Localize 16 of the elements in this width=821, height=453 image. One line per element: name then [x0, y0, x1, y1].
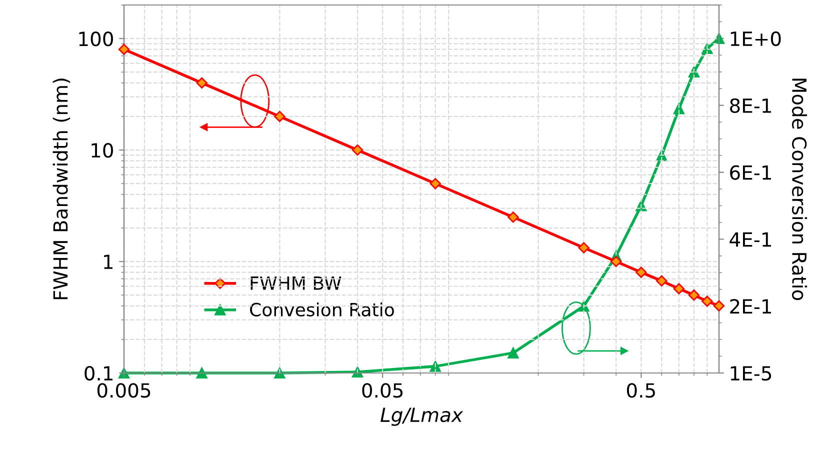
y2-tick-label: 6E-1 — [730, 165, 771, 180]
y2-tick-label: 8E-1 — [730, 98, 771, 114]
y-tick-label: 100 — [79, 32, 113, 46]
y2-axis-title: Mode Conversion Ratio — [792, 78, 808, 300]
y2-tick-label: 1E+0 — [730, 31, 781, 46]
y-tick-label: 1 — [104, 254, 112, 269]
x-tick-label: 0.05 — [362, 383, 403, 398]
y-tick-label: 10 — [92, 142, 113, 158]
x-tick-label: 0.005 — [97, 383, 150, 398]
y-tick-label: 0.1 — [84, 366, 112, 381]
y-axis-title: FWHM Bandwidth (nm) — [52, 78, 70, 300]
y2-tick-label: 1E-5 — [730, 366, 772, 381]
x-axis-title: Lg/Lmax — [380, 408, 464, 426]
y2-tick-label: 4E-1 — [730, 232, 771, 247]
y2-tick-label: 2E-1 — [730, 299, 771, 314]
x-tick-label: 0.5 — [626, 383, 655, 398]
